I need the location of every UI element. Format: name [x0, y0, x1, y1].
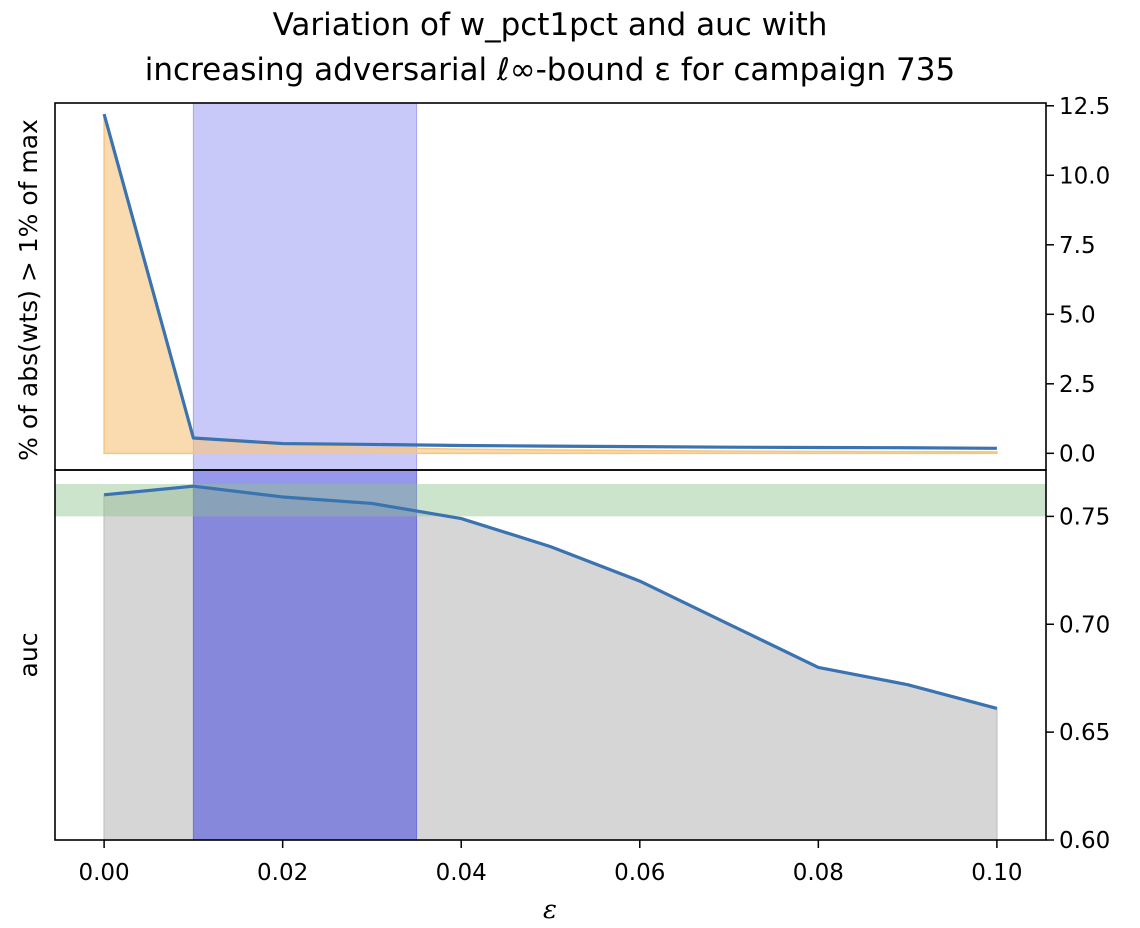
bottom-y-tick-label: 0.60 — [1059, 828, 1110, 854]
top-y-tick-label: 0.0 — [1059, 441, 1096, 467]
top-panel: 0.0 2.5 5.0 7.5 10.0 12.5 — [102, 94, 1110, 471]
x-tick-label: 0.08 — [793, 860, 844, 886]
x-tick-label: 0.06 — [614, 860, 665, 886]
bottom-y-tick-label: 0.65 — [1059, 720, 1110, 746]
top-y-tick-label: 7.5 — [1059, 233, 1096, 259]
bottom-y-tick-label: 0.70 — [1059, 612, 1110, 638]
bottom-highlight-band — [192, 469, 418, 841]
top-series-line — [102, 113, 997, 450]
top-y-tick-label: 5.0 — [1059, 302, 1096, 328]
top-y-tick-label: 10.0 — [1059, 163, 1110, 189]
top-y-ticks: 0.0 2.5 5.0 7.5 10.0 12.5 — [1046, 94, 1110, 467]
top-y-axis-label: % of abs(wts) > 1% of max — [14, 119, 43, 461]
x-ticks: 0.00 0.02 0.04 0.06 0.08 0.10 — [78, 840, 1023, 886]
bottom-y-tick-label: 0.75 — [1059, 504, 1110, 530]
chart-title-line-1: Variation of w_pct1pct and auc with — [273, 7, 828, 43]
x-tick-label: 0.10 — [971, 860, 1022, 886]
top-y-tick-label: 2.5 — [1059, 372, 1096, 398]
bottom-y-axis-label: auc — [14, 633, 43, 678]
chart-title-line-2: increasing adversarial ℓ∞-bound ε for ca… — [145, 52, 955, 88]
bottom-y-ticks: 0.60 0.65 0.70 0.75 — [1046, 504, 1110, 854]
x-tick-label: 0.00 — [78, 860, 129, 886]
x-tick-label: 0.02 — [257, 860, 308, 886]
x-tick-label: 0.04 — [436, 860, 487, 886]
bottom-panel: 0.60 0.65 0.70 0.75 0.00 0.02 0.04 0.06 0.08 0.1… — [55, 469, 1110, 886]
bottom-series-line — [103, 484, 998, 710]
x-axis-label: ε — [543, 895, 557, 925]
bottom-axes-frame — [54, 469, 1047, 841]
top-y-tick-label: 12.5 — [1059, 94, 1110, 120]
top-highlight-band — [192, 102, 418, 471]
